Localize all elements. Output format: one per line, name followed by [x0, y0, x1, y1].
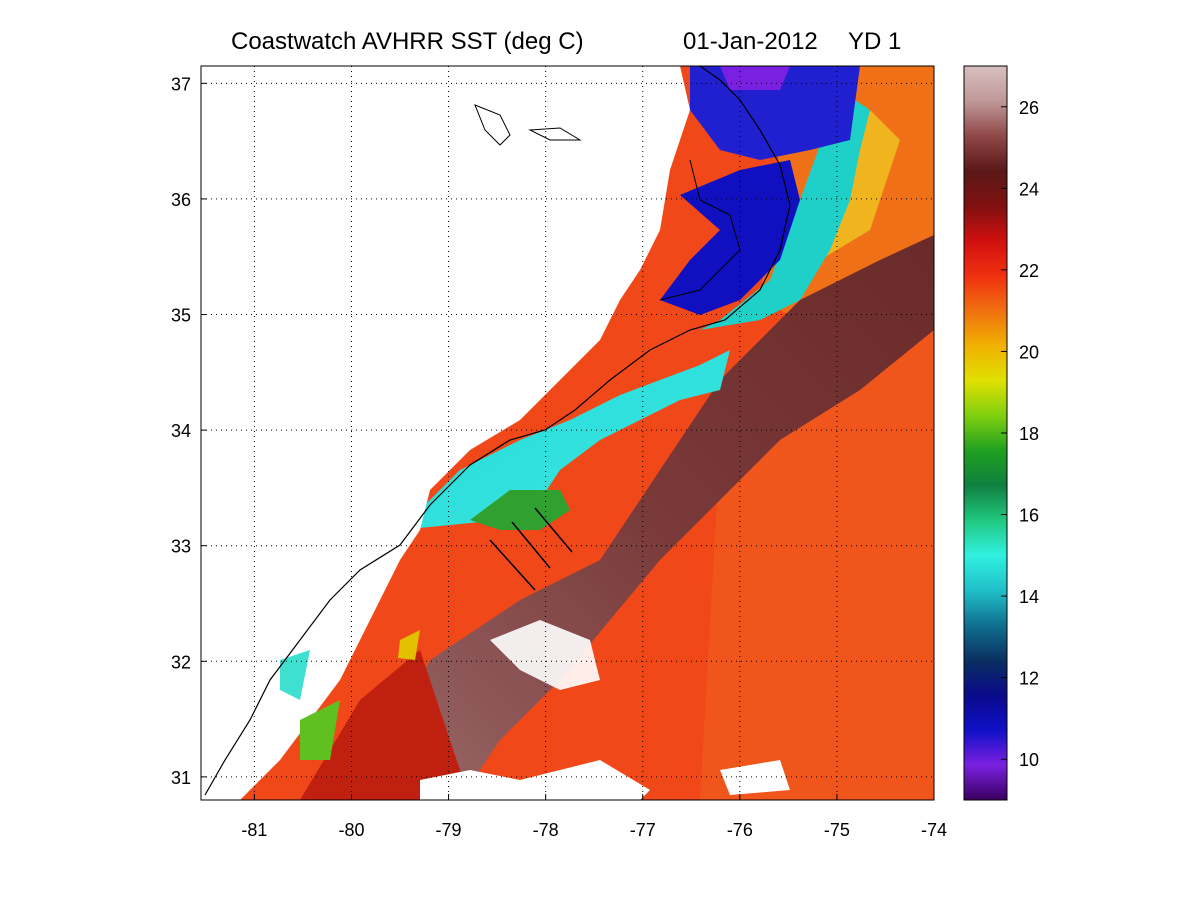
lat-tick-label: 34: [171, 421, 191, 441]
lon-tick-label: -80: [338, 820, 364, 840]
inland-lake-outline: [474, 104, 582, 146]
lon-axis: -81 -80 -79 -78 -77 -76 -75 -74: [241, 794, 947, 840]
coastal-cyan-patch: [280, 650, 310, 700]
coastal-green-patch: [300, 700, 340, 760]
colorbar-tick-label: 16: [1019, 506, 1039, 526]
inland-sound-outline: [659, 159, 741, 301]
colorbar-ticks: 10 12 14 16 18 20 22 24 26: [1001, 98, 1039, 770]
colorbar-tick-label: 18: [1019, 424, 1039, 444]
title-product: Coastwatch AVHRR SST (deg C): [231, 28, 584, 55]
transect-line-3: [534, 507, 573, 553]
lon-tick-label: -79: [436, 820, 462, 840]
sound-cold-water: [660, 160, 800, 315]
colorbar-tick-label: 26: [1019, 98, 1039, 118]
colorbar-tick-label: 10: [1019, 750, 1039, 770]
lat-tick-label: 35: [171, 306, 191, 326]
gulf-stream-inner-front: [300, 650, 470, 800]
lat-tick-label: 31: [171, 768, 191, 788]
lon-tick-label: -78: [533, 820, 559, 840]
cloud-patch-east: [720, 760, 790, 795]
colorbar-tick-label: 22: [1019, 261, 1039, 281]
lat-tick-label: 33: [171, 537, 191, 557]
lat-tick-label: 32: [171, 652, 191, 672]
lon-tick-label: -81: [241, 820, 267, 840]
cloud-patch-south: [420, 760, 650, 800]
lat-axis: 31 32 33 34 35 36 37: [171, 74, 207, 788]
northern-purple: [720, 66, 790, 90]
colorbar-tick-label: 20: [1019, 342, 1039, 362]
gulf-stream: [360, 235, 934, 800]
coastline: [204, 66, 791, 796]
shelf-north: [700, 90, 870, 330]
lat-tick-label: 37: [171, 74, 191, 94]
lon-tick-label: -75: [824, 820, 850, 840]
title-date: 01-Jan-2012: [683, 28, 818, 55]
transect-line-2: [511, 521, 551, 569]
colorbar-tick-label: 24: [1019, 179, 1039, 199]
land-and-cloud-mask: [201, 66, 690, 800]
lon-tick-label: -74: [921, 820, 947, 840]
transect-line-1: [489, 539, 536, 591]
lon-tick-label: -76: [727, 820, 753, 840]
map-grid: [201, 66, 935, 800]
lat-tick-label: 36: [171, 190, 191, 210]
colorbar-tick-label: 12: [1019, 669, 1039, 689]
shelf-water: [400, 350, 730, 530]
title-yearday: YD 1: [848, 28, 902, 55]
colorbar-fill: [963, 65, 1008, 801]
coastal-yellow-patch: [398, 630, 420, 660]
sst-field: [201, 66, 934, 800]
cloud-patch-mid: [490, 620, 600, 690]
lon-tick-label: -77: [630, 820, 656, 840]
map-frame: [200, 65, 935, 801]
colorbar-tick-label: 14: [1019, 587, 1039, 607]
